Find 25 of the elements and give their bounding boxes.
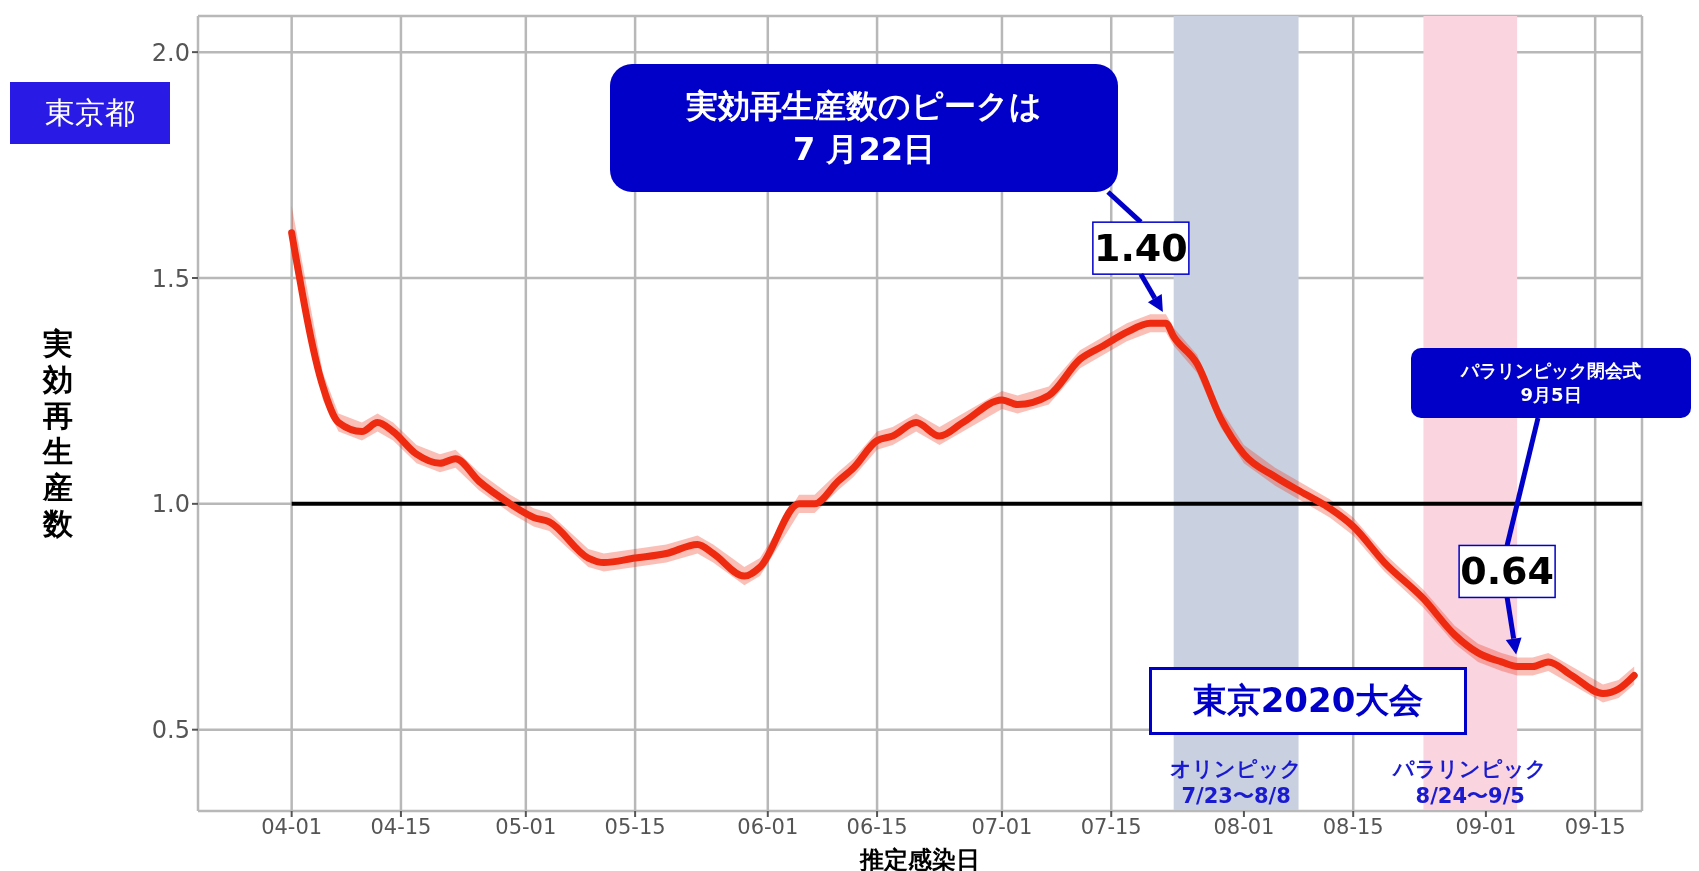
- annotation: パラリンピック閉会式 9月5日: [1461, 358, 1641, 407]
- annotation: 実効再生産数のピークは 7 月22日: [686, 85, 1042, 170]
- x-tick-label: 09-01: [1455, 814, 1517, 839]
- x-tick-label: 06-01: [737, 814, 799, 839]
- x-tick-label: 05-01: [495, 814, 557, 839]
- y-tick-label: 2.0: [151, 38, 190, 67]
- band-label: パラリンピック 8/24〜9/5: [1392, 757, 1548, 808]
- x-tick-label: 07-01: [971, 814, 1033, 839]
- x-tick-label: 06-15: [846, 814, 908, 839]
- x-tick-label: 08-15: [1322, 814, 1384, 839]
- x-tick-label: 09-15: [1564, 814, 1626, 839]
- y-tick-label: 1.5: [151, 264, 190, 293]
- x-tick-label: 05-15: [604, 814, 666, 839]
- band-label: オリンピック 7/23〜8/8: [1170, 757, 1303, 808]
- annotation: 1.40: [1093, 226, 1188, 271]
- y-tick-label: 0.5: [151, 716, 190, 745]
- x-tick-label: 08-01: [1213, 814, 1275, 839]
- x-tick-label: 04-01: [261, 814, 323, 839]
- y-axis-title: 実効再生産数: [41, 326, 74, 542]
- annotation: 0.64: [1460, 549, 1554, 594]
- x-tick-label: 04-15: [370, 814, 432, 839]
- annotation: 東京2020大会: [1192, 679, 1424, 722]
- y-tick-label: 1.0: [151, 490, 190, 519]
- text: 東京都: [45, 93, 135, 132]
- x-tick-label: 07-15: [1080, 814, 1142, 839]
